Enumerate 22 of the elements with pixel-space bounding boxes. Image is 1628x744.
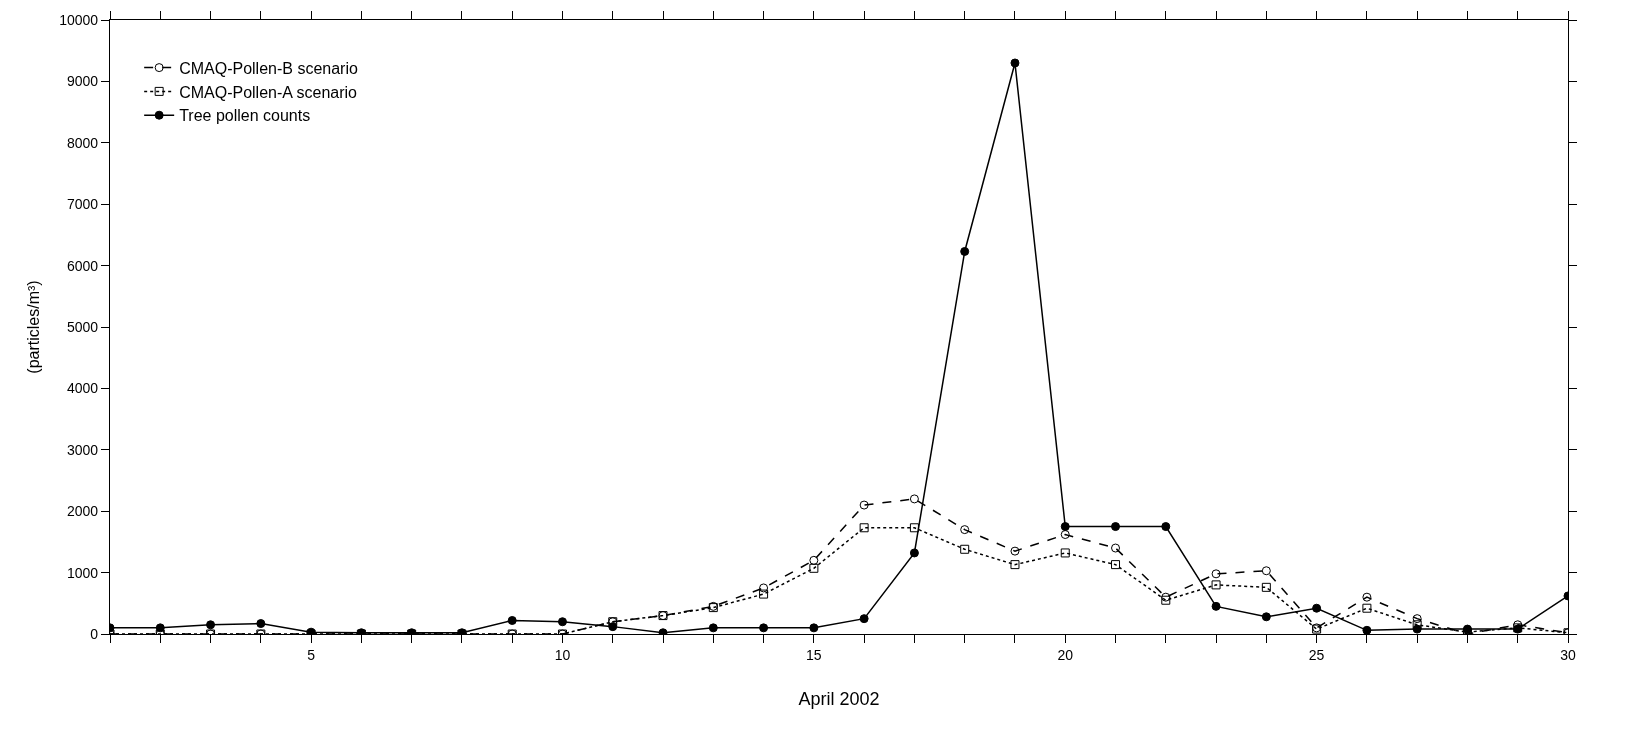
legend-label: Tree pollen counts	[179, 107, 311, 125]
x-tick-label: 5	[307, 646, 316, 663]
x-tick-label: 15	[806, 646, 822, 663]
y-tick-label: 8000	[66, 134, 99, 151]
x-tick-label: 20	[1057, 646, 1074, 663]
legend-label: CMAQ-Pollen-B scenario	[179, 59, 358, 77]
y-tick-label: 3000	[66, 441, 99, 458]
x-axis-title: April 2002	[798, 689, 880, 709]
legend-label: CMAQ-Pollen-A scenario	[179, 83, 358, 101]
y-tick-label: 6000	[66, 257, 99, 274]
y-tick-label: 2000	[66, 503, 99, 520]
y-axis-title: (particles/m³)	[25, 280, 43, 374]
y-tick-label: 9000	[66, 73, 99, 90]
x-tick-label: 30	[1560, 646, 1576, 663]
y-tick-label: 10000	[59, 11, 99, 28]
y-tick-label: 7000	[66, 196, 99, 213]
y-tick-label: 4000	[66, 380, 99, 397]
x-tick-label: 10	[554, 646, 571, 663]
x-tick-label: 25	[1308, 646, 1325, 663]
y-tick-label: 5000	[66, 318, 99, 335]
y-tick-label: 1000	[66, 564, 99, 581]
y-tick-label: 0	[90, 625, 99, 642]
